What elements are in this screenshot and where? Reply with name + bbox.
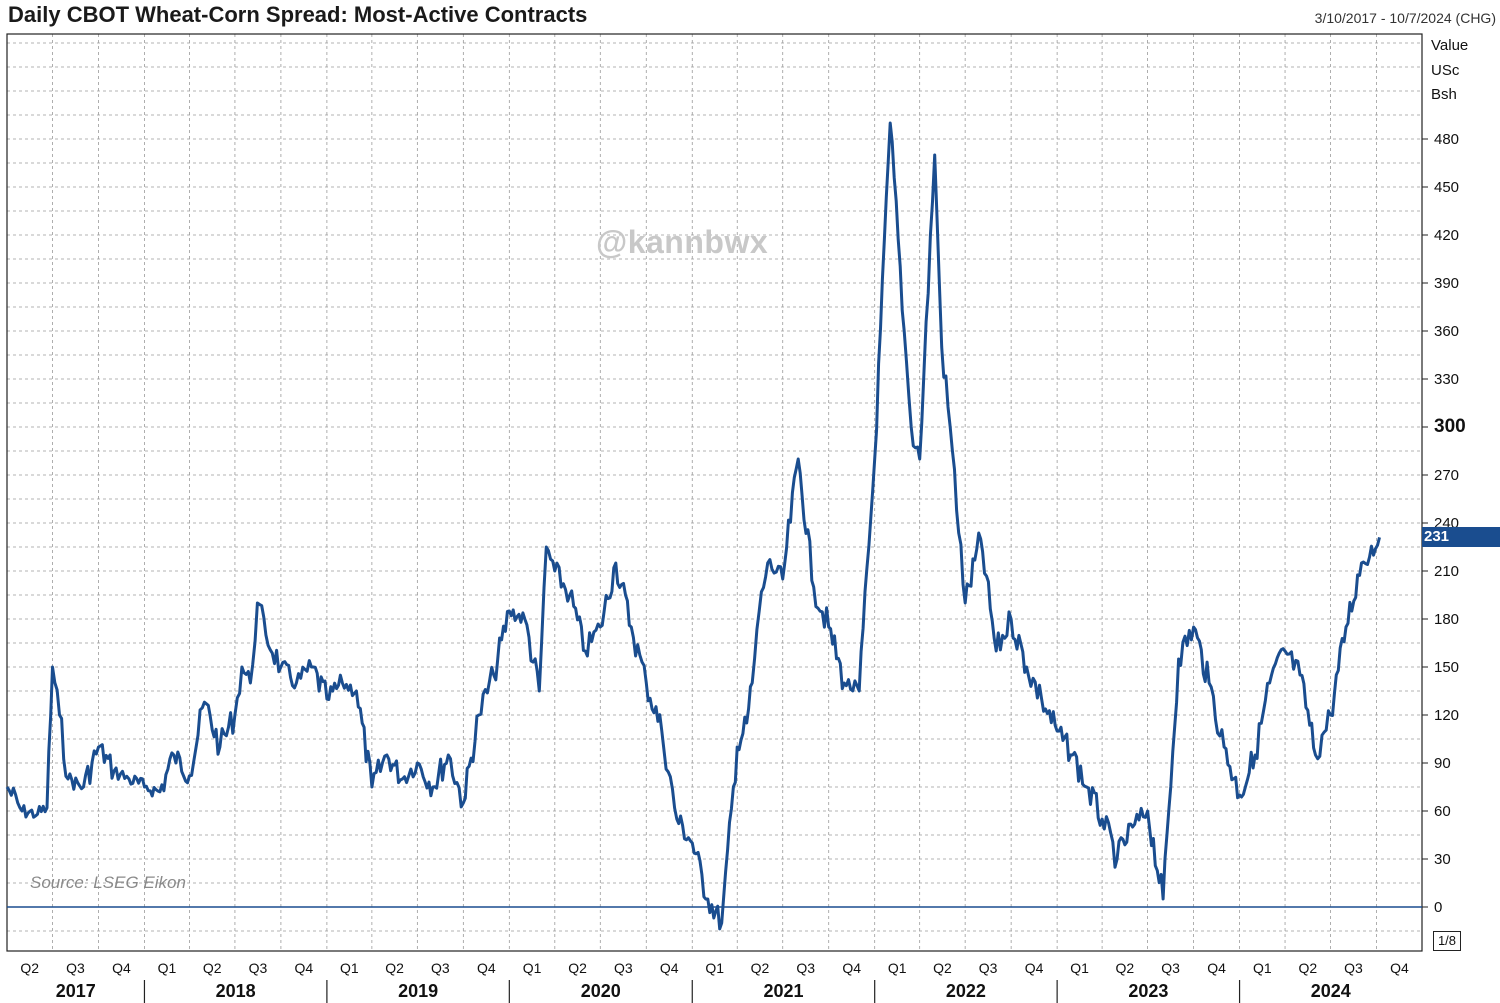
x-year-label: 2022 bbox=[946, 981, 986, 1001]
x-quarter-label: Q3 bbox=[66, 960, 85, 976]
x-quarter-label: Q1 bbox=[523, 960, 542, 976]
x-year-label: 2020 bbox=[581, 981, 621, 1001]
watermark: @kannbwx bbox=[596, 224, 769, 260]
y-tick-label: 360 bbox=[1434, 323, 1459, 340]
y-tick-label: 210 bbox=[1434, 563, 1459, 580]
x-quarter-label: Q1 bbox=[1253, 960, 1272, 976]
y-tick-label: 420 bbox=[1434, 227, 1459, 244]
x-quarter-label: Q3 bbox=[614, 960, 633, 976]
x-quarter-label: Q2 bbox=[20, 960, 39, 976]
x-quarter-label: Q1 bbox=[158, 960, 177, 976]
y-tick-label: 330 bbox=[1434, 371, 1459, 388]
x-quarter-label: Q3 bbox=[979, 960, 998, 976]
x-year-label: 2018 bbox=[216, 981, 256, 1001]
y-tick-label: 270 bbox=[1434, 467, 1459, 484]
x-quarter-label: Q2 bbox=[568, 960, 587, 976]
y-tick-label: 450 bbox=[1434, 179, 1459, 196]
unit-line-2: USc bbox=[1431, 61, 1460, 79]
grid-lines bbox=[7, 34, 1422, 951]
x-quarter-label: Q4 bbox=[842, 960, 861, 976]
x-quarter-label: Q4 bbox=[1207, 960, 1226, 976]
x-quarter-label: Q3 bbox=[1344, 960, 1363, 976]
y-tick-label: 150 bbox=[1434, 659, 1459, 676]
x-year-label: 2017 bbox=[56, 981, 96, 1001]
x-quarter-label: Q2 bbox=[933, 960, 952, 976]
last-value-badge: 231 bbox=[1422, 527, 1500, 547]
scale-label: 1/8 bbox=[1433, 931, 1461, 951]
x-quarter-label: Q2 bbox=[385, 960, 404, 976]
y-tick-label: 90 bbox=[1434, 755, 1451, 772]
x-quarter-label: Q4 bbox=[1390, 960, 1409, 976]
y-axis-unit: Value USc Bsh bbox=[1431, 34, 1468, 108]
series-line-wheat-corn-spread bbox=[5, 121, 1381, 931]
x-quarter-label: Q4 bbox=[660, 960, 679, 976]
y-tick-label: 300 bbox=[1434, 416, 1466, 437]
x-quarter-label: Q2 bbox=[1298, 960, 1317, 976]
x-year-label: 2019 bbox=[398, 981, 438, 1001]
x-quarter-label: Q1 bbox=[340, 960, 359, 976]
x-year-label: 2021 bbox=[763, 981, 803, 1001]
y-tick-label: 30 bbox=[1434, 851, 1451, 868]
x-quarter-label: Q1 bbox=[705, 960, 724, 976]
x-quarter-label: Q2 bbox=[203, 960, 222, 976]
x-year-label: 2023 bbox=[1128, 981, 1168, 1001]
x-quarter-label: Q3 bbox=[431, 960, 450, 976]
x-quarter-label: Q1 bbox=[888, 960, 907, 976]
x-tick-labels: Q2 Q3 Q4 Q1 Q2 Q3 Q4 Q1 Q2 Q3 Q4 Q1 Q2 Q3 Q4 Q1 Q2 Q3 Q4 Q1… bbox=[20, 960, 1409, 1003]
chart-title: Daily CBOT Wheat-Corn Spread: Most-Activ… bbox=[8, 2, 588, 27]
y-tick-label: 180 bbox=[1434, 611, 1459, 628]
y-tick-labels: 0306090120150180210240270300330360390420… bbox=[1422, 131, 1466, 916]
x-quarter-label: Q4 bbox=[112, 960, 131, 976]
y-tick-label: 120 bbox=[1434, 707, 1459, 724]
x-quarter-label: Q4 bbox=[295, 960, 314, 976]
y-tick-label: 60 bbox=[1434, 803, 1451, 820]
x-quarter-label: Q2 bbox=[1116, 960, 1135, 976]
unit-line-3: Bsh bbox=[1431, 86, 1457, 103]
x-quarter-label: Q3 bbox=[796, 960, 815, 976]
x-quarter-label: Q4 bbox=[1025, 960, 1044, 976]
x-quarter-label: Q2 bbox=[751, 960, 770, 976]
y-tick-label: 480 bbox=[1434, 131, 1459, 148]
y-tick-label: 0 bbox=[1434, 899, 1442, 916]
y-tick-label: 390 bbox=[1434, 275, 1459, 292]
x-quarter-label: Q4 bbox=[477, 960, 496, 976]
plot-frame bbox=[6, 33, 1423, 952]
date-range-label: 3/10/2017 - 10/7/2024 (CHG) bbox=[1314, 10, 1496, 26]
x-quarter-label: Q1 bbox=[1070, 960, 1089, 976]
unit-line-1: Value bbox=[1431, 37, 1469, 54]
x-quarter-label: Q3 bbox=[1161, 960, 1180, 976]
x-quarter-label: Q3 bbox=[249, 960, 268, 976]
source-label: Source: LSEG Eikon bbox=[30, 873, 186, 892]
x-year-label: 2024 bbox=[1311, 981, 1351, 1001]
